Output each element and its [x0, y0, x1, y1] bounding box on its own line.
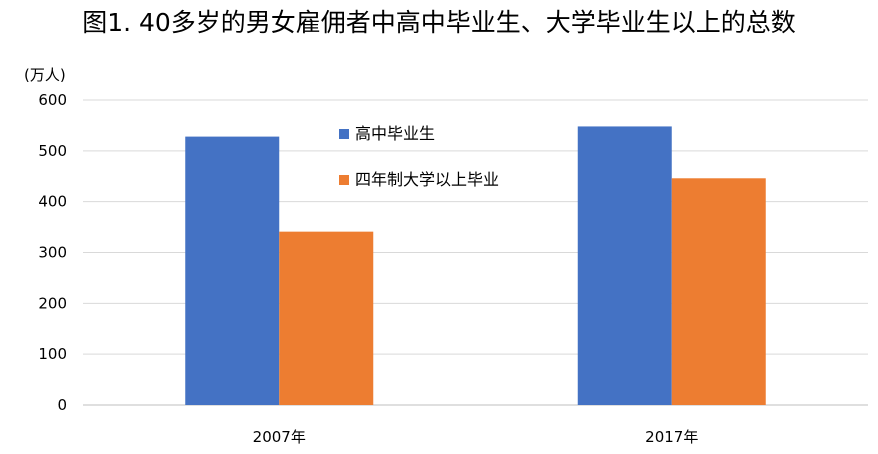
y-tick-label: 300	[38, 244, 67, 262]
y-tick-label: 100	[38, 345, 67, 363]
bar-highschool-1	[577, 126, 672, 405]
y-tick-label: 400	[38, 193, 67, 211]
legend-swatch	[339, 129, 349, 139]
x-category-label: 2017年	[645, 428, 698, 446]
y-tick-label: 600	[38, 91, 67, 109]
chart-title: 图1. 40多岁的男女雇佣者中高中毕业生、大学毕业生以上的总数	[82, 8, 796, 37]
y-axis-unit-label: (万人)	[24, 66, 66, 84]
bar-highschool-0	[185, 136, 280, 405]
legend-swatch	[339, 175, 349, 185]
y-tick-label: 0	[57, 396, 67, 414]
y-tick-label: 200	[38, 294, 67, 312]
x-category-label: 2007年	[253, 428, 306, 446]
x-axis-labels: 2007年 2017年	[253, 428, 699, 446]
bars	[185, 126, 766, 405]
bar-university-0	[279, 231, 374, 405]
legend-label: 高中毕业生	[355, 124, 435, 143]
bar-university-1	[671, 178, 766, 405]
legend-label: 四年制大学以上毕业	[355, 170, 499, 189]
y-axis-ticks: 0 100 200 300 400 500 600	[38, 91, 67, 414]
y-tick-label: 500	[38, 142, 67, 160]
